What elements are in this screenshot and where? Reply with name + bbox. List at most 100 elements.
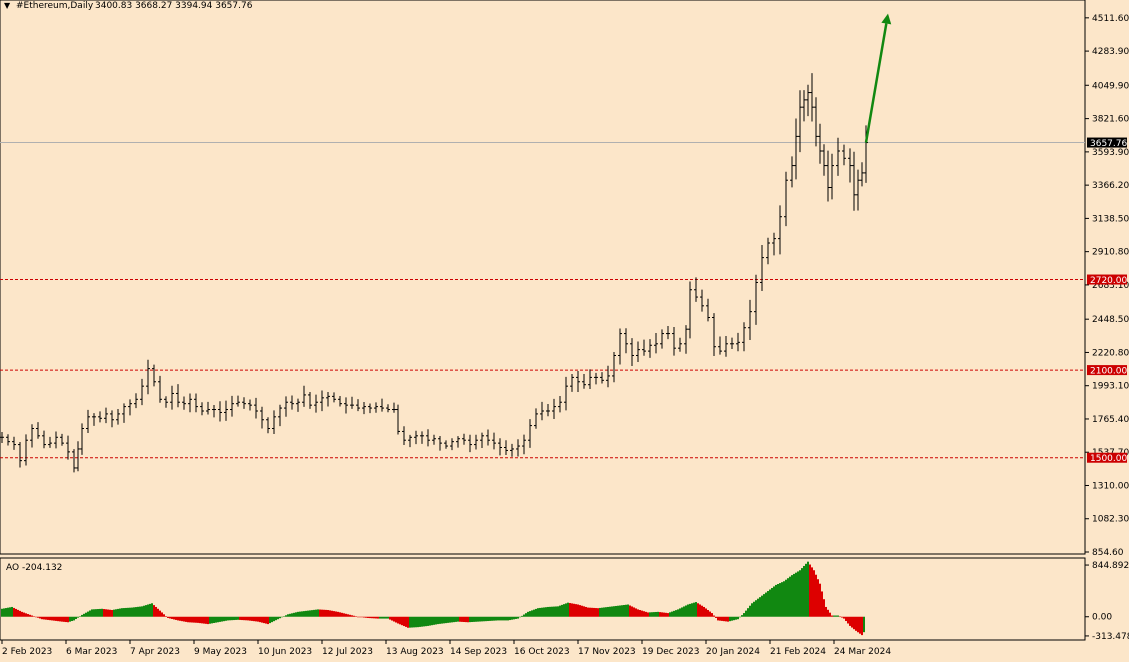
- candle[interactable]: [36, 422, 40, 439]
- candle[interactable]: [498, 438, 502, 456]
- candle[interactable]: [164, 396, 168, 408]
- projection-arrow[interactable]: [864, 13, 892, 143]
- candle[interactable]: [380, 398, 384, 412]
- candle[interactable]: [146, 359, 150, 395]
- candle[interactable]: [830, 153, 834, 200]
- candle[interactable]: [818, 123, 822, 164]
- candle[interactable]: [654, 333, 658, 354]
- candle[interactable]: [678, 337, 682, 352]
- candle[interactable]: [510, 443, 514, 457]
- candle[interactable]: [194, 393, 198, 413]
- candle[interactable]: [432, 434, 436, 445]
- candle[interactable]: [814, 97, 818, 147]
- candle[interactable]: [564, 376, 568, 411]
- candle[interactable]: [570, 374, 574, 392]
- candle[interactable]: [450, 438, 454, 451]
- candle[interactable]: [618, 328, 622, 365]
- candle[interactable]: [218, 401, 222, 422]
- candle[interactable]: [368, 403, 372, 414]
- candle[interactable]: [170, 385, 174, 410]
- candle[interactable]: [522, 434, 526, 455]
- candle[interactable]: [188, 393, 192, 413]
- candle[interactable]: [308, 392, 312, 409]
- candle[interactable]: [12, 436, 16, 450]
- candle[interactable]: [594, 372, 598, 385]
- candle[interactable]: [754, 274, 758, 325]
- candle[interactable]: [636, 341, 640, 362]
- candle[interactable]: [402, 426, 406, 446]
- candle[interactable]: [836, 137, 840, 176]
- candle[interactable]: [606, 365, 610, 388]
- candle[interactable]: [706, 298, 710, 322]
- candle[interactable]: [672, 326, 676, 356]
- candle[interactable]: [600, 372, 604, 384]
- candle[interactable]: [6, 434, 10, 446]
- candle[interactable]: [66, 435, 70, 460]
- candle[interactable]: [392, 402, 396, 413]
- candle[interactable]: [140, 378, 144, 406]
- candle[interactable]: [176, 384, 180, 408]
- candle[interactable]: [350, 396, 354, 409]
- candle[interactable]: [630, 338, 634, 366]
- candle[interactable]: [552, 398, 556, 419]
- candle[interactable]: [486, 429, 490, 446]
- candle[interactable]: [760, 245, 764, 291]
- candle[interactable]: [730, 337, 734, 350]
- candle[interactable]: [296, 398, 300, 412]
- candle[interactable]: [810, 73, 814, 122]
- candle[interactable]: [266, 417, 270, 434]
- candle[interactable]: [588, 369, 592, 389]
- candle[interactable]: [134, 393, 138, 409]
- candle[interactable]: [24, 434, 28, 466]
- candle[interactable]: [842, 144, 846, 166]
- candle[interactable]: [468, 434, 472, 453]
- candle[interactable]: [798, 90, 802, 153]
- candle[interactable]: [302, 385, 306, 407]
- level-price-tag[interactable]: [1087, 274, 1127, 285]
- candle[interactable]: [576, 370, 580, 393]
- candle[interactable]: [92, 413, 96, 426]
- candle[interactable]: [794, 118, 798, 180]
- candle[interactable]: [200, 402, 204, 416]
- candle[interactable]: [396, 404, 400, 435]
- candle[interactable]: [278, 404, 282, 427]
- candle[interactable]: [314, 394, 318, 413]
- collapse-triangle-icon[interactable]: ▼: [4, 1, 11, 10]
- candle[interactable]: [206, 401, 210, 415]
- candle[interactable]: [420, 431, 424, 444]
- candle[interactable]: [806, 84, 810, 117]
- candle[interactable]: [684, 325, 688, 354]
- candle[interactable]: [582, 374, 586, 389]
- candle[interactable]: [660, 329, 664, 349]
- candle[interactable]: [802, 90, 806, 122]
- candle[interactable]: [856, 169, 860, 211]
- candle[interactable]: [80, 423, 84, 455]
- candle[interactable]: [474, 434, 478, 450]
- candle[interactable]: [30, 424, 34, 448]
- candle[interactable]: [624, 328, 628, 354]
- candle[interactable]: [272, 410, 276, 434]
- candle[interactable]: [700, 289, 704, 312]
- candle[interactable]: [766, 237, 770, 265]
- candle[interactable]: [42, 430, 46, 449]
- candle[interactable]: [260, 406, 264, 429]
- candle[interactable]: [612, 351, 616, 383]
- candle[interactable]: [326, 391, 330, 407]
- candle[interactable]: [772, 232, 776, 256]
- candle[interactable]: [72, 449, 76, 473]
- candle[interactable]: [694, 277, 698, 302]
- candle[interactable]: [848, 148, 852, 183]
- level-price-tag[interactable]: [1087, 452, 1127, 463]
- candle[interactable]: [688, 281, 692, 339]
- candle[interactable]: [60, 433, 64, 446]
- candle[interactable]: [116, 408, 120, 425]
- candle[interactable]: [182, 396, 186, 410]
- candle[interactable]: [110, 410, 114, 428]
- candle[interactable]: [534, 408, 538, 429]
- candle[interactable]: [480, 432, 484, 449]
- candle[interactable]: [648, 339, 652, 358]
- candle[interactable]: [48, 436, 52, 448]
- candle[interactable]: [784, 171, 788, 227]
- candle[interactable]: [158, 375, 162, 403]
- candle[interactable]: [414, 430, 418, 445]
